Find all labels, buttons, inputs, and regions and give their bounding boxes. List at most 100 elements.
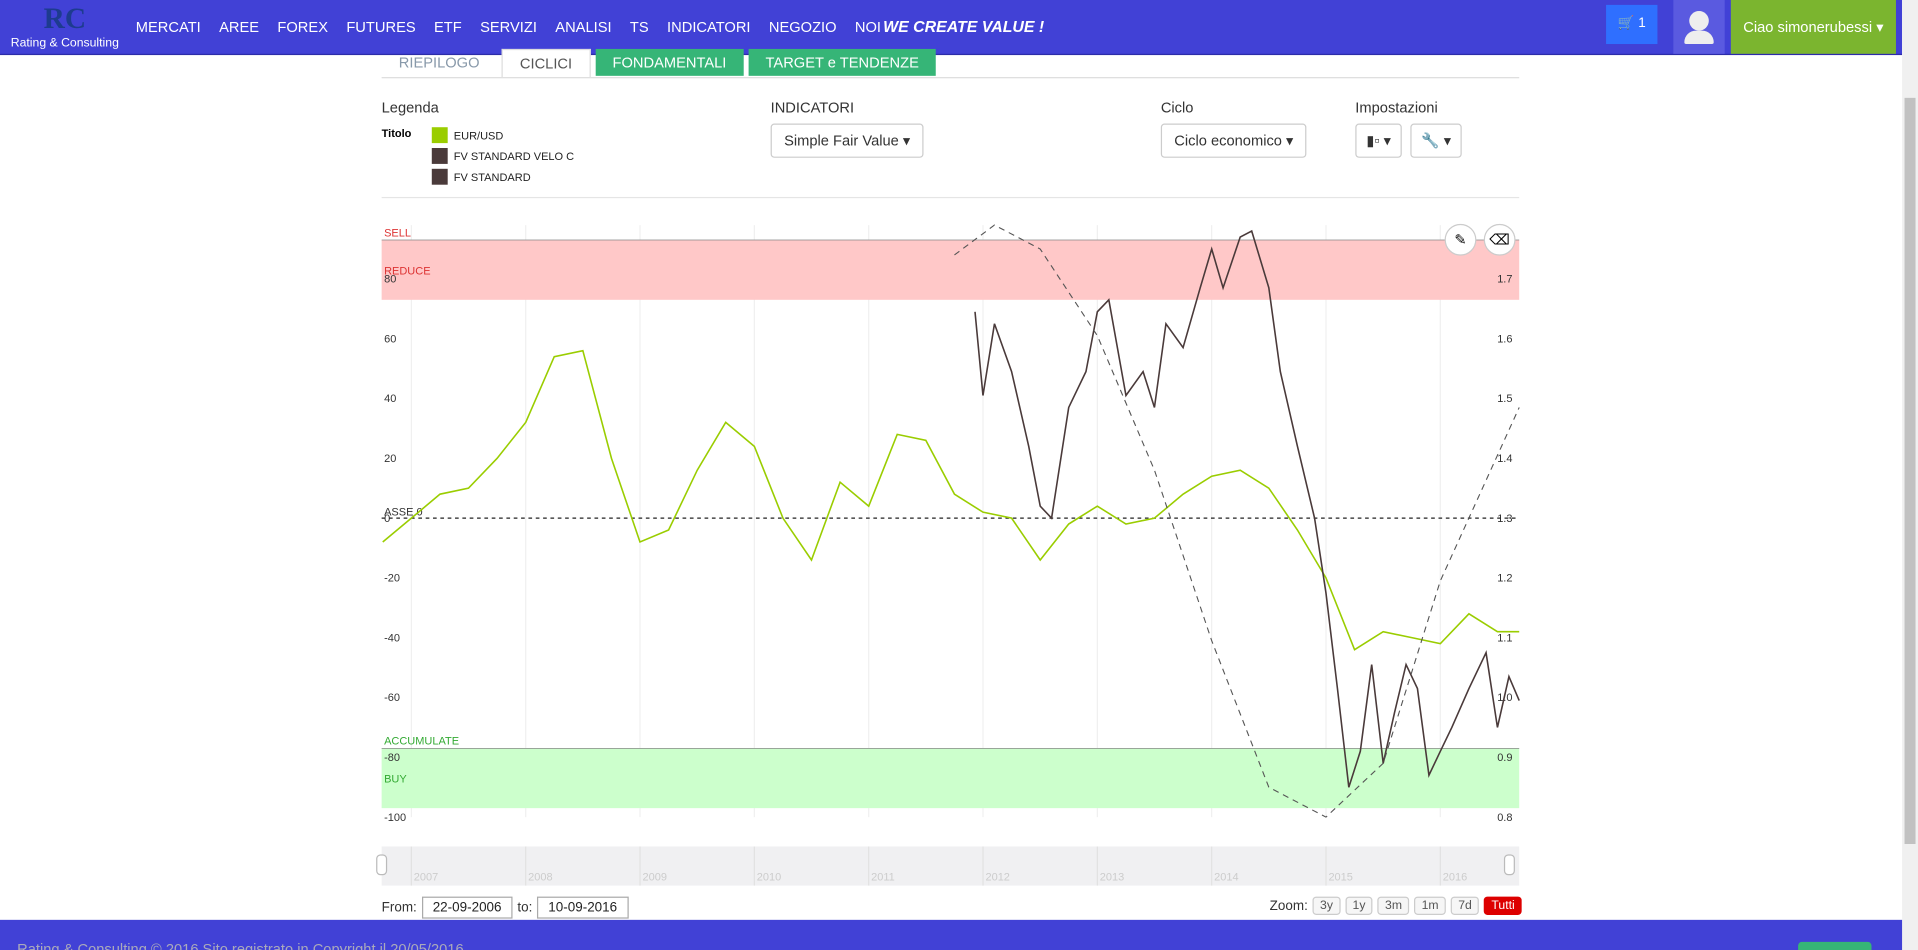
menu-item[interactable]: SERVIZI	[480, 18, 537, 36]
scrollbar[interactable]	[1902, 0, 1918, 950]
indicators-heading: INDICATORI	[770, 99, 855, 117]
indicator-dropdown[interactable]: Simple Fair Value ▾	[770, 123, 924, 158]
y2-tick-label: 1.7	[1497, 274, 1512, 286]
menu-item[interactable]: NOI	[854, 18, 882, 36]
legend-title: Titolo	[381, 127, 412, 140]
zone-label: SELL	[384, 227, 411, 239]
from-input[interactable]: 22-09-2006	[421, 896, 513, 919]
cart-count: 1	[1638, 15, 1646, 31]
navigator-label: 2007	[414, 872, 438, 884]
axis-zero-label: ASSE 0	[384, 507, 423, 519]
navigator-label: 2012	[985, 872, 1009, 884]
footer-text: Rating & Consulting © 2016 Sito registra…	[17, 940, 464, 950]
divider	[381, 196, 1520, 199]
user-menu[interactable]: Ciao simonerubessi ▾	[1730, 0, 1896, 54]
tabs: RIEPILOGO CICLICI FONDAMENTALI TARGET e TEN…	[382, 48, 936, 78]
pencil-button[interactable]: ✎	[1444, 223, 1477, 256]
settings-heading: Impostazioni	[1355, 99, 1438, 117]
series-line	[954, 224, 1520, 818]
menu-item[interactable]: TS	[629, 18, 649, 36]
zoom-button[interactable]: 1m	[1414, 896, 1446, 915]
y-tick-label: 40	[384, 393, 396, 405]
navigator-handle-right[interactable]	[1503, 854, 1515, 876]
footer: Rating & Consulting © 2016 Sito registra…	[0, 919, 1903, 950]
cart-button[interactable]: 🛒 1	[1606, 4, 1658, 45]
user-name: Ciao simonerubessi	[1743, 18, 1873, 36]
zoom-label: Zoom:	[1269, 898, 1308, 914]
legend-entry[interactable]: FV STANDARD VELO C	[431, 146, 575, 167]
y-tick-label: -20	[384, 573, 400, 585]
menu-item[interactable]: ETF	[434, 18, 462, 36]
legend-label: EUR/USD	[453, 129, 504, 142]
zoom-button[interactable]: 3m	[1377, 896, 1410, 915]
menu-item[interactable]: FUTURES	[346, 18, 416, 36]
menu-item[interactable]: INDICATORI	[667, 18, 751, 36]
navbar: RC Rating & Consulting MERCATI AREE FOREX FU…	[0, 0, 1903, 56]
legend-swatch	[431, 127, 448, 144]
settings-button[interactable]: ▮▫ ▾	[1355, 123, 1403, 158]
avatar[interactable]	[1673, 0, 1725, 54]
brand: Rating & Consulting	[10, 36, 119, 51]
tools-button[interactable]: 🔧 ▾	[1410, 123, 1463, 158]
zoom-button[interactable]: Tutti	[1484, 896, 1523, 915]
y2-tick-label: 0.9	[1497, 752, 1512, 764]
navigator	[381, 846, 1520, 886]
eraser-button[interactable]: ⌫	[1483, 223, 1516, 256]
y2-tick-label: 1.1	[1497, 632, 1512, 644]
y-tick-label: 60	[384, 333, 396, 345]
tab[interactable]: RIEPILOGO	[398, 53, 480, 71]
y-tick-label: -100	[384, 812, 406, 824]
logo[interactable]: RC Rating & Consulting	[10, 3, 119, 51]
legend-entry[interactable]: EUR/USD	[431, 125, 574, 146]
navigator-label: 2010	[757, 872, 781, 884]
y2-tick-label: 1.5	[1497, 393, 1512, 405]
y2-tick-label: 1.3	[1497, 513, 1512, 525]
y-tick-label: -60	[384, 692, 400, 704]
navigator-handle-left[interactable]	[376, 854, 388, 876]
y2-tick-label: 0.8	[1497, 812, 1512, 824]
menu-item[interactable]: ANALISI	[555, 18, 612, 36]
zoom: Zoom: 3y 1y 3m 1m 7d Tutti	[1269, 896, 1523, 915]
navigator-label: 2009	[642, 872, 666, 884]
zoom-button[interactable]: 3y	[1312, 896, 1341, 915]
legend-label: FV STANDARD VELO C	[453, 149, 575, 163]
legend-entry[interactable]: FV STANDARD	[431, 166, 574, 187]
zone-label: REDUCE	[384, 265, 430, 277]
tab[interactable]: FONDAMENTALI	[595, 48, 744, 76]
tab-divider	[381, 77, 1520, 79]
y-tick-label: 80	[384, 274, 396, 286]
navigator-label: 2016	[1443, 872, 1467, 884]
cycle-value: Ciclo economico	[1174, 132, 1282, 150]
footer-button[interactable]	[1798, 941, 1872, 950]
legend-swatch	[431, 148, 448, 164]
cycle-heading: Ciclo	[1160, 99, 1194, 117]
menu: MERCATI AREE FOREX FUTURES ETF SERVIZI ANALISI…	[136, 18, 900, 35]
menu-item[interactable]: MERCATI	[135, 18, 201, 36]
y-tick-label: -40	[384, 632, 400, 644]
series-line	[974, 229, 1520, 788]
zoom-button[interactable]: 1y	[1345, 896, 1373, 915]
to-label: to:	[517, 900, 533, 915]
navigator-label: 2011	[871, 872, 895, 884]
navigator-label: 2015	[1328, 872, 1352, 884]
y-tick-label: 20	[384, 453, 396, 465]
tab[interactable]: CICLICI	[501, 48, 591, 78]
zone	[381, 240, 1520, 300]
menu-item[interactable]: FOREX	[277, 18, 328, 36]
indicator-value: Simple Fair Value	[784, 132, 899, 150]
zone-label: ACCUMULATE	[384, 736, 459, 748]
navigator-label: 2008	[528, 872, 552, 884]
tab[interactable]: TARGET e TENDENZE	[748, 48, 936, 76]
to-input[interactable]: 10-09-2016	[537, 896, 629, 919]
menu-item[interactable]: AREE	[219, 18, 260, 36]
legend: EUR/USD FV STANDARD VELO C FV STANDARD	[431, 125, 575, 187]
navigator-label: 2014	[1214, 872, 1238, 884]
legend-swatch	[431, 168, 448, 185]
navigator-label: 2013	[1100, 872, 1124, 884]
cycle-dropdown[interactable]: Ciclo economico ▾	[1160, 123, 1307, 158]
menu-item[interactable]: NEGOZIO	[768, 18, 837, 36]
date-range: From: 22-09-2006 to: 10-09-2016	[382, 896, 629, 919]
zoom-button[interactable]: 7d	[1450, 896, 1480, 915]
